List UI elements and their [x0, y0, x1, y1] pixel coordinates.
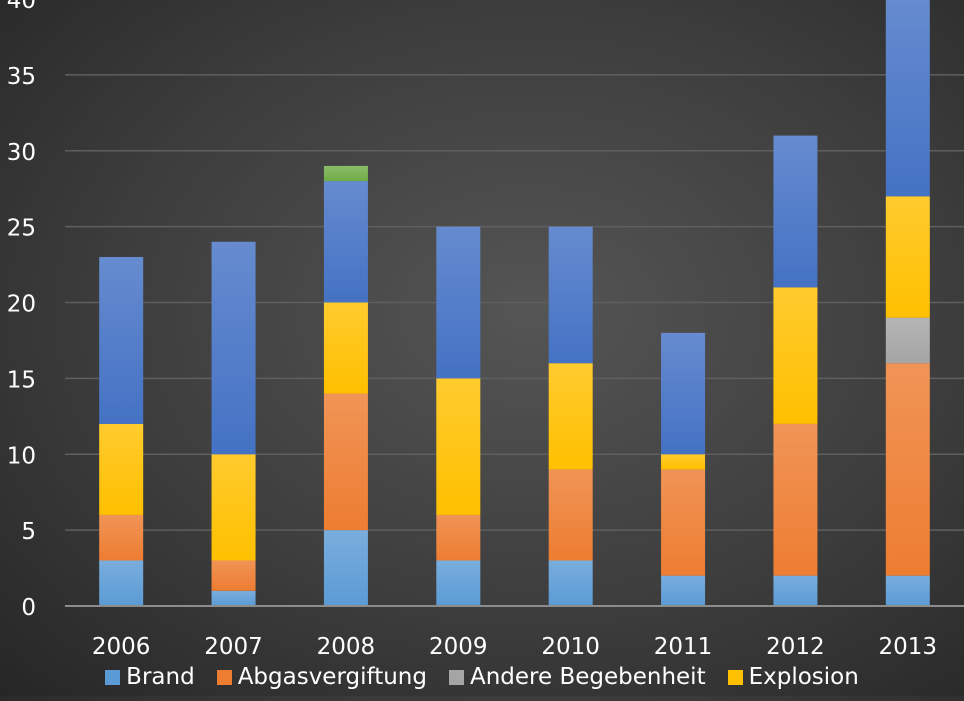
bar-segment: [323, 165, 368, 182]
legend-item-explosion: Explosion: [727, 664, 859, 690]
x-tick-label: 2006: [92, 634, 151, 660]
y-tick-label: 25: [7, 216, 36, 242]
x-tick-label: 2009: [429, 634, 488, 660]
legend: Brand Abgasvergiftung Andere Begebenheit…: [0, 662, 964, 692]
bar-segment: [211, 590, 256, 606]
bar-segment: [548, 363, 593, 470]
bar-segment: [885, 196, 930, 318]
y-tick-label: 20: [7, 292, 36, 318]
x-tick-label: 2011: [654, 634, 713, 660]
legend-swatch: [216, 669, 232, 685]
bar-segment: [211, 241, 256, 455]
bar-segment: [323, 181, 368, 303]
bar-segment: [885, 363, 930, 576]
x-axis-tick-labels: 2006 2007 2008 2009 2010 2011 2012 2013: [92, 634, 937, 660]
legend-item-andere-begebenheit: Andere Begebenheit: [448, 664, 706, 690]
y-tick-label: 15: [7, 367, 36, 393]
bar-segment: [661, 332, 706, 455]
bar-segment: [548, 226, 593, 364]
legend-item-brand: Brand: [105, 664, 195, 690]
bar-segment: [436, 378, 481, 515]
x-tick-label: 2008: [317, 634, 376, 660]
bar-segment: [323, 530, 368, 606]
y-tick-label: 0: [21, 595, 36, 621]
bar-segment: [661, 469, 706, 576]
y-tick-label: 5: [21, 519, 36, 545]
y-tick-label: 10: [7, 443, 36, 469]
bar-segment: [436, 514, 481, 561]
bars: [99, 0, 930, 606]
bar-segment: [211, 560, 256, 591]
x-tick-label: 2012: [766, 634, 825, 660]
legend-swatch: [448, 669, 464, 685]
legend-swatch: [105, 669, 121, 685]
y-tick-label: 35: [7, 64, 36, 90]
bar-segment: [211, 454, 256, 561]
legend-label: Andere Begebenheit: [469, 664, 706, 690]
bar-segment: [548, 560, 593, 606]
bar-segment: [99, 423, 144, 515]
bar-segment: [773, 135, 818, 288]
bar-segment: [548, 469, 593, 561]
bar-segment: [773, 287, 818, 424]
bar-segment: [323, 302, 368, 394]
x-tick-label: 2010: [541, 634, 600, 660]
bar-segment: [99, 256, 144, 424]
y-tick-label: 40: [7, 0, 36, 14]
gridlines: [65, 74, 964, 531]
bar-segment: [885, 0, 930, 197]
x-tick-label: 2013: [879, 634, 938, 660]
bar-segment: [885, 575, 930, 606]
x-tick-label: 2007: [204, 634, 263, 660]
bar-segment: [436, 226, 481, 379]
legend-label: Brand: [126, 664, 195, 690]
legend-item-abgasvergiftung: Abgasvergiftung: [216, 664, 427, 690]
bar-segment: [773, 423, 818, 576]
bar-segment: [436, 560, 481, 606]
bar-segment: [661, 575, 706, 606]
y-axis-tick-labels: 0 5 10 15 20 25 30 35 40: [7, 0, 36, 621]
legend-swatch: [727, 669, 743, 685]
legend-label: Explosion: [748, 664, 859, 690]
bar-segment: [323, 393, 368, 531]
legend-label: Abgasvergiftung: [237, 664, 427, 690]
bar-segment: [885, 317, 930, 364]
bar-segment: [99, 560, 144, 606]
bar-segment: [773, 575, 818, 606]
bar-segment: [661, 454, 706, 470]
y-tick-label: 30: [7, 140, 36, 166]
bar-segment: [99, 514, 144, 561]
